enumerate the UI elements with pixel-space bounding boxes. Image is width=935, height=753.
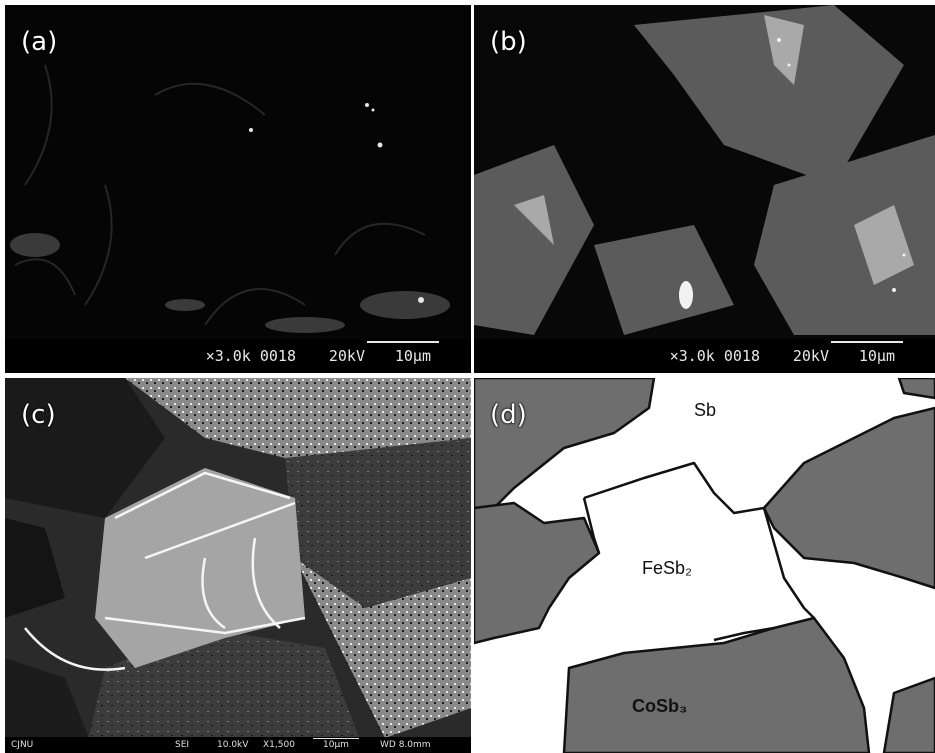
magnification-text-c: X1,500 [263, 740, 295, 750]
scale-text-b: 10μm [858, 347, 895, 365]
magnification-text-a: ×3.0k 0018 [205, 347, 296, 365]
panel-label-a: (a) [21, 27, 58, 57]
panel-label-d: (d) [490, 400, 527, 430]
phase-label-fesb2: FeSb₂ [642, 558, 693, 578]
scale-bar-line-a [367, 341, 439, 343]
phase-label-sb: Sb [694, 400, 717, 420]
grain-top-right [897, 378, 935, 400]
phase-schematic-panel-d: Sb FeSb₂ CoSb₃ (d) [474, 378, 935, 753]
scale-info-bar-b: ×3.0k 0018 20kV 10μm [474, 339, 935, 373]
phase-label-cosb3: CoSb₃ [632, 696, 688, 716]
phase-map-d [474, 378, 935, 753]
scale-bar-line-b [831, 341, 903, 343]
grain-right [762, 406, 935, 590]
sem-micrograph-c [5, 378, 471, 753]
sem-image-panel-c: (c) CJNU SEI 10.0kV X1,500 10μm WD 8.0mm [5, 378, 471, 753]
scale-text-c: 10μm [323, 740, 349, 750]
boundary-right [762, 507, 815, 619]
scale-bar-line-c [313, 738, 359, 739]
institution-text-c: CJNU [11, 740, 34, 750]
grain-left [474, 501, 601, 645]
working-distance-text-c: WD 8.0mm [380, 740, 431, 750]
sem-micrograph-b [474, 5, 935, 373]
boundary-lower [713, 626, 775, 642]
voltage-text-b: 20kV [792, 347, 829, 365]
magnification-text-b: ×3.0k 0018 [669, 347, 760, 365]
grain-bottom-right [882, 676, 935, 753]
scale-info-bar-c: CJNU SEI 10.0kV X1,500 10μm WD 8.0mm [5, 737, 471, 753]
sem-image-panel-a: (a) ×3.0k 0018 20kV 10μm [5, 5, 471, 373]
sem-image-panel-b: (b) ×3.0k 0018 20kV 10μm [474, 5, 935, 373]
boundary-left [582, 497, 601, 554]
scale-info-bar-a: ×3.0k 0018 20kV 10μm [5, 339, 471, 373]
panel-label-b: (b) [490, 27, 527, 57]
boundary-upper [583, 461, 765, 515]
scale-text-a: 10μm [394, 347, 431, 365]
voltage-text-c: 10.0kV [217, 740, 249, 750]
panel-label-c: (c) [21, 400, 56, 430]
voltage-text-a: 20kV [328, 347, 365, 365]
detector-text-c: SEI [175, 740, 190, 750]
sem-micrograph-a [5, 5, 471, 373]
